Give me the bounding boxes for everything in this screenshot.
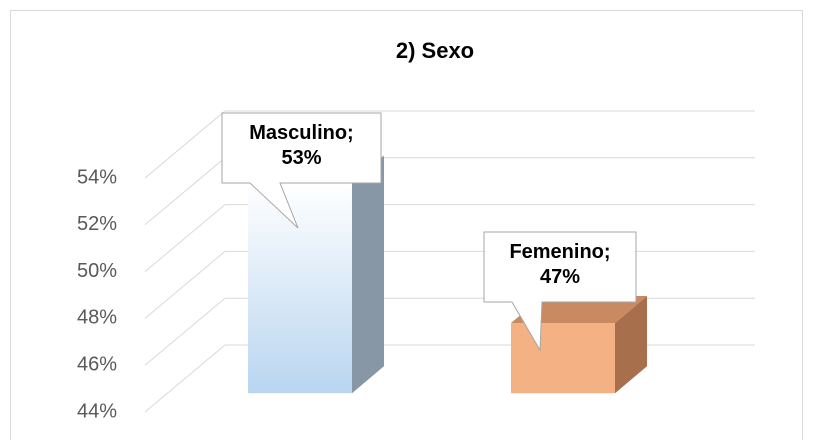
grid-line (144, 204, 755, 272)
y-tick-label: 50% (77, 260, 117, 282)
data-label: Masculino; 53% (249, 122, 354, 169)
y-tick-label: 54% (77, 166, 117, 188)
data-label-box: Femenino; 47% (509, 241, 611, 288)
chart-title: 2) Sexo (396, 38, 474, 63)
y-tick-label: 52% (77, 213, 117, 235)
data-label-box: Masculino; 53% (249, 122, 354, 169)
callout (221, 112, 382, 229)
grid-line (144, 110, 755, 179)
y-tick-label: 46% (77, 353, 117, 375)
callout (483, 231, 637, 352)
bar (248, 155, 384, 394)
chart-frame (10, 10, 803, 440)
bar-front (248, 182, 352, 394)
bar-top (511, 296, 647, 324)
y-tick-label: 44% (77, 400, 117, 422)
bar-front (511, 323, 615, 394)
bar-side (615, 296, 647, 394)
bar (511, 296, 647, 394)
bar-side (352, 155, 384, 394)
data-label: Femenino; 47% (509, 241, 611, 288)
y-tick-label: 48% (77, 307, 117, 329)
